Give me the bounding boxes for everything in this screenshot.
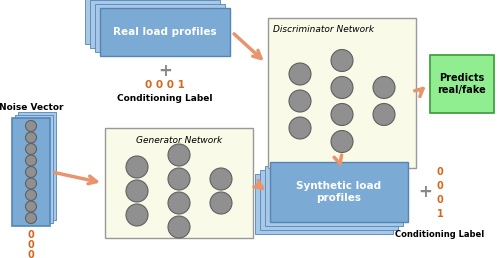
Circle shape bbox=[168, 144, 190, 166]
FancyBboxPatch shape bbox=[15, 115, 53, 223]
Text: 0: 0 bbox=[28, 240, 34, 250]
FancyBboxPatch shape bbox=[270, 162, 408, 222]
FancyBboxPatch shape bbox=[18, 112, 56, 220]
Circle shape bbox=[210, 192, 232, 214]
Circle shape bbox=[26, 132, 36, 143]
Circle shape bbox=[26, 155, 36, 166]
Circle shape bbox=[168, 216, 190, 238]
FancyBboxPatch shape bbox=[265, 166, 403, 226]
Circle shape bbox=[26, 178, 36, 189]
Circle shape bbox=[331, 77, 353, 99]
Text: Synthetic load
profiles: Synthetic load profiles bbox=[296, 181, 382, 203]
Circle shape bbox=[26, 166, 36, 178]
Text: Discriminator Network: Discriminator Network bbox=[274, 25, 374, 34]
Circle shape bbox=[373, 103, 395, 125]
FancyBboxPatch shape bbox=[430, 55, 494, 113]
Circle shape bbox=[26, 143, 36, 155]
Text: 0: 0 bbox=[436, 195, 444, 205]
Text: Conditioning Label: Conditioning Label bbox=[396, 230, 484, 239]
Text: 0: 0 bbox=[28, 230, 34, 240]
Circle shape bbox=[210, 168, 232, 190]
FancyBboxPatch shape bbox=[268, 18, 416, 168]
Circle shape bbox=[373, 77, 395, 99]
Circle shape bbox=[26, 189, 36, 200]
Text: +: + bbox=[158, 62, 172, 80]
Circle shape bbox=[168, 168, 190, 190]
Text: Noise Vector: Noise Vector bbox=[0, 103, 63, 112]
Circle shape bbox=[26, 120, 36, 132]
Circle shape bbox=[331, 131, 353, 152]
Circle shape bbox=[289, 63, 311, 85]
FancyBboxPatch shape bbox=[105, 128, 253, 238]
FancyBboxPatch shape bbox=[12, 118, 50, 226]
Text: 0 0 0 1: 0 0 0 1 bbox=[145, 80, 185, 90]
FancyBboxPatch shape bbox=[85, 0, 215, 44]
FancyBboxPatch shape bbox=[260, 170, 398, 230]
FancyBboxPatch shape bbox=[255, 174, 393, 234]
Circle shape bbox=[26, 201, 36, 212]
Text: Real load profiles: Real load profiles bbox=[113, 27, 217, 37]
Text: 1: 1 bbox=[436, 209, 444, 219]
Circle shape bbox=[126, 204, 148, 226]
FancyBboxPatch shape bbox=[95, 4, 225, 52]
Text: Generator Network: Generator Network bbox=[136, 136, 222, 145]
Circle shape bbox=[289, 90, 311, 112]
Circle shape bbox=[289, 117, 311, 139]
Circle shape bbox=[126, 180, 148, 202]
Text: 0: 0 bbox=[28, 250, 34, 258]
Text: +: + bbox=[418, 183, 432, 201]
Circle shape bbox=[331, 50, 353, 71]
FancyBboxPatch shape bbox=[90, 0, 220, 48]
Text: Conditioning Label: Conditioning Label bbox=[117, 94, 213, 103]
FancyBboxPatch shape bbox=[100, 8, 230, 56]
Text: 0: 0 bbox=[436, 167, 444, 177]
Circle shape bbox=[26, 213, 36, 223]
Text: 0: 0 bbox=[436, 181, 444, 191]
Text: Predicts
real/fake: Predicts real/fake bbox=[438, 73, 486, 95]
Circle shape bbox=[168, 192, 190, 214]
Circle shape bbox=[331, 103, 353, 125]
Circle shape bbox=[126, 156, 148, 178]
